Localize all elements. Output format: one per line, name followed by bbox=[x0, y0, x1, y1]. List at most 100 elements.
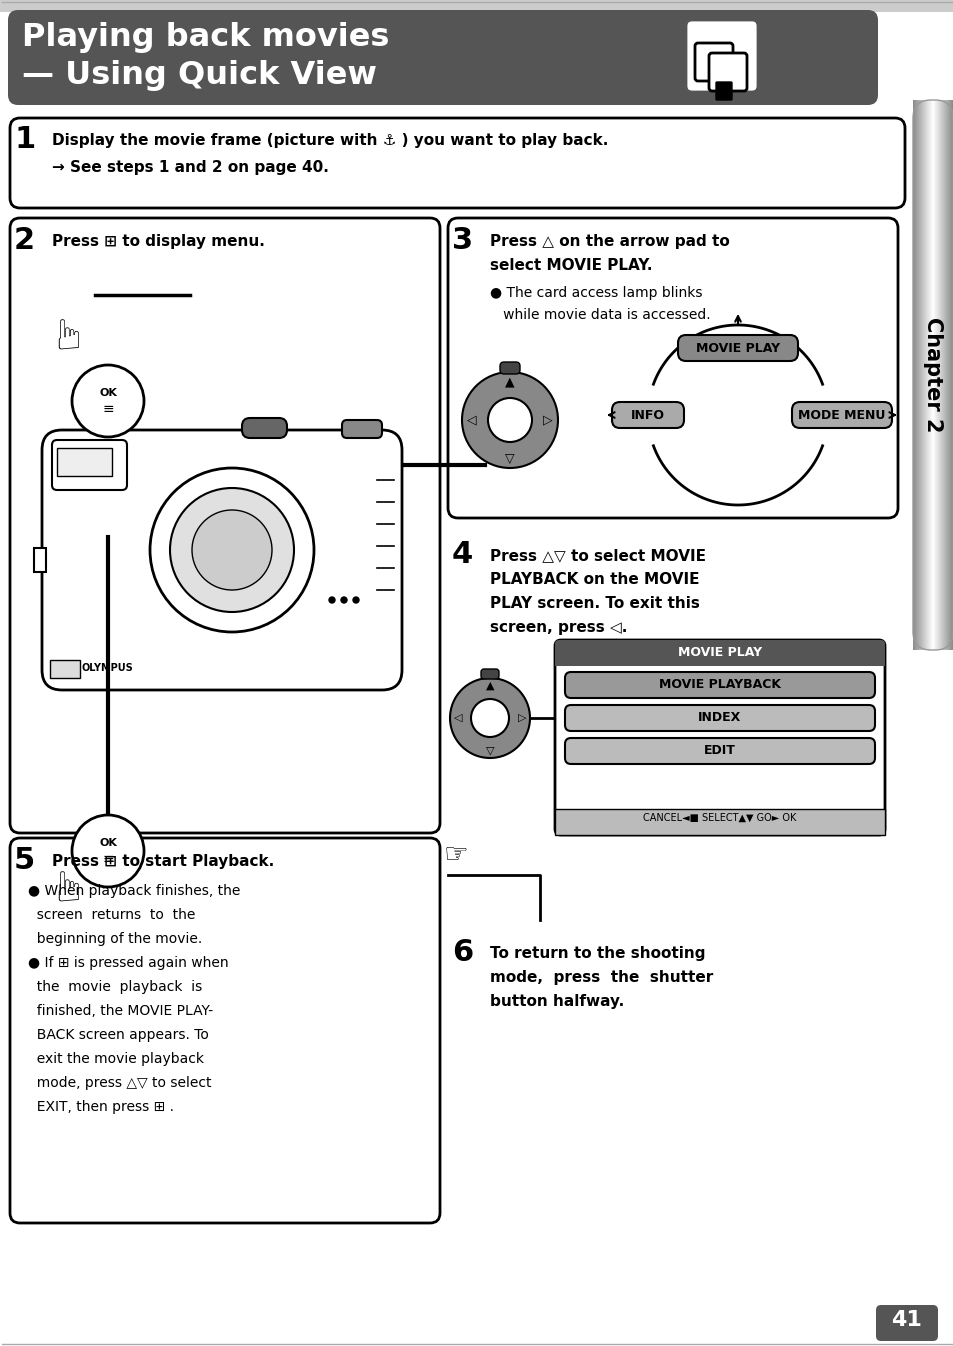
Bar bbox=[938, 100, 939, 650]
Bar bbox=[951, 100, 952, 650]
Text: MOVIE PLAYBACK: MOVIE PLAYBACK bbox=[659, 678, 781, 690]
Circle shape bbox=[192, 510, 272, 590]
Bar bbox=[925, 100, 926, 650]
FancyBboxPatch shape bbox=[555, 639, 884, 835]
FancyBboxPatch shape bbox=[341, 420, 381, 437]
Text: Playing back movies: Playing back movies bbox=[22, 22, 389, 52]
Bar bbox=[944, 100, 945, 650]
Circle shape bbox=[71, 814, 144, 887]
Bar bbox=[932, 100, 933, 650]
Text: INDEX: INDEX bbox=[698, 711, 740, 724]
Text: ▷: ▷ bbox=[542, 413, 552, 427]
Circle shape bbox=[471, 699, 509, 738]
FancyBboxPatch shape bbox=[685, 20, 758, 92]
Text: ▽: ▽ bbox=[485, 744, 494, 755]
FancyBboxPatch shape bbox=[448, 218, 897, 518]
FancyBboxPatch shape bbox=[564, 738, 874, 765]
Bar bbox=[937, 100, 938, 650]
FancyBboxPatch shape bbox=[10, 118, 904, 209]
Text: screen, press ◁.: screen, press ◁. bbox=[490, 621, 627, 635]
Bar bbox=[930, 100, 931, 650]
Text: 5: 5 bbox=[14, 847, 35, 875]
Circle shape bbox=[329, 598, 335, 603]
Text: Display the movie frame (picture with ⚓ ) you want to play back.: Display the movie frame (picture with ⚓ … bbox=[52, 133, 608, 148]
FancyBboxPatch shape bbox=[52, 440, 127, 490]
Text: ▷: ▷ bbox=[517, 713, 526, 723]
FancyBboxPatch shape bbox=[708, 52, 746, 92]
Text: ● The card access lamp blinks: ● The card access lamp blinks bbox=[490, 285, 701, 300]
Text: ● When playback finishes, the: ● When playback finishes, the bbox=[28, 884, 240, 898]
Bar bbox=[913, 100, 914, 650]
Bar bbox=[915, 100, 916, 650]
Text: MODE MENU: MODE MENU bbox=[798, 409, 884, 423]
Bar bbox=[555, 653, 884, 666]
FancyBboxPatch shape bbox=[555, 639, 884, 666]
Text: while movie data is accessed.: while movie data is accessed. bbox=[490, 308, 710, 322]
FancyBboxPatch shape bbox=[875, 1306, 937, 1341]
Circle shape bbox=[450, 678, 530, 758]
Bar bbox=[916, 100, 917, 650]
Circle shape bbox=[71, 365, 144, 437]
FancyBboxPatch shape bbox=[791, 402, 891, 428]
FancyBboxPatch shape bbox=[678, 335, 797, 361]
Text: CANCEL◄■ SELECT▲▼ GO► OK: CANCEL◄■ SELECT▲▼ GO► OK bbox=[642, 813, 796, 822]
FancyBboxPatch shape bbox=[10, 839, 439, 1224]
Text: mode,  press  the  shutter: mode, press the shutter bbox=[490, 970, 713, 985]
Bar bbox=[947, 100, 948, 650]
Bar bbox=[928, 100, 929, 650]
Text: INFO: INFO bbox=[630, 409, 664, 423]
Circle shape bbox=[170, 489, 294, 612]
Bar bbox=[923, 100, 924, 650]
Text: finished, the MOVIE PLAY-: finished, the MOVIE PLAY- bbox=[28, 1004, 213, 1018]
FancyBboxPatch shape bbox=[8, 9, 877, 105]
Text: PLAYBACK on the MOVIE: PLAYBACK on the MOVIE bbox=[490, 572, 699, 587]
Text: ≡: ≡ bbox=[102, 852, 113, 865]
Bar bbox=[927, 100, 928, 650]
Text: PLAY screen. To exit this: PLAY screen. To exit this bbox=[490, 596, 700, 611]
FancyBboxPatch shape bbox=[499, 362, 519, 374]
Text: Press △▽ to select MOVIE: Press △▽ to select MOVIE bbox=[490, 548, 705, 563]
Bar bbox=[50, 660, 80, 678]
Text: 4: 4 bbox=[452, 540, 473, 569]
Text: OK: OK bbox=[99, 388, 117, 398]
Bar bbox=[936, 100, 937, 650]
Text: MOVIE PLAY: MOVIE PLAY bbox=[695, 342, 780, 355]
Bar bbox=[921, 100, 923, 650]
Text: 6: 6 bbox=[452, 938, 473, 966]
FancyBboxPatch shape bbox=[716, 82, 731, 100]
Text: Chapter 2: Chapter 2 bbox=[923, 318, 942, 433]
Bar bbox=[918, 100, 919, 650]
Bar bbox=[950, 100, 951, 650]
Bar bbox=[914, 100, 915, 650]
Bar bbox=[939, 100, 940, 650]
Text: ▲: ▲ bbox=[505, 376, 515, 389]
Text: MOVIE PLAY: MOVIE PLAY bbox=[678, 646, 761, 660]
Bar bbox=[949, 100, 950, 650]
Bar bbox=[935, 100, 936, 650]
Text: the  movie  playback  is: the movie playback is bbox=[28, 980, 202, 993]
FancyBboxPatch shape bbox=[242, 419, 287, 437]
Text: ▲: ▲ bbox=[485, 681, 494, 690]
Text: ☞: ☞ bbox=[443, 841, 468, 870]
Bar bbox=[0, 0, 953, 12]
Bar bbox=[555, 809, 884, 835]
Text: button halfway.: button halfway. bbox=[490, 993, 623, 1010]
FancyBboxPatch shape bbox=[564, 705, 874, 731]
Text: 41: 41 bbox=[891, 1310, 922, 1330]
Text: ▽: ▽ bbox=[505, 451, 515, 464]
Circle shape bbox=[340, 598, 347, 603]
Bar bbox=[946, 100, 947, 650]
Text: select MOVIE PLAY.: select MOVIE PLAY. bbox=[490, 258, 652, 273]
Bar bbox=[943, 100, 944, 650]
Bar bbox=[931, 100, 932, 650]
Bar bbox=[920, 100, 921, 650]
Text: exit the movie playback: exit the movie playback bbox=[28, 1053, 204, 1066]
Circle shape bbox=[461, 371, 558, 468]
Bar bbox=[940, 100, 941, 650]
Text: 3: 3 bbox=[452, 226, 473, 254]
FancyBboxPatch shape bbox=[480, 669, 498, 678]
Text: ≡: ≡ bbox=[102, 402, 113, 416]
Text: 2: 2 bbox=[14, 226, 35, 254]
Bar bbox=[912, 100, 913, 650]
Text: beginning of the movie.: beginning of the movie. bbox=[28, 931, 202, 946]
